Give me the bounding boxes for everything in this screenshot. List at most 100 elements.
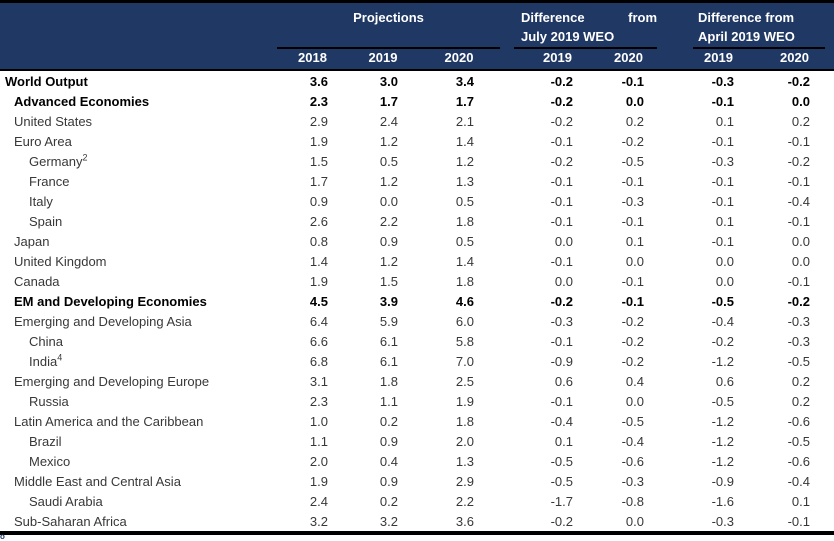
diff-july-underline: [514, 47, 657, 49]
diff-july-word-difference: Difference: [521, 10, 585, 25]
value-cell: 0.0: [554, 233, 573, 249]
year-header-april-2020: 2020: [780, 50, 809, 65]
value-cell: 2.3: [309, 393, 328, 409]
value-cell: -1.2: [711, 413, 734, 429]
value-cell: -0.1: [550, 173, 573, 189]
value-cell: 0.0: [791, 253, 810, 269]
value-cell: 1.2: [455, 153, 474, 169]
value-cell: 6.8: [309, 353, 328, 369]
value-cell: 1.0: [309, 413, 328, 429]
row-label: Germany2: [29, 152, 88, 169]
table-bottom-border: [0, 531, 834, 535]
table-row: Japan 0.8 0.9 0.5 0.0 0.1 -0.1 0.0: [0, 231, 834, 251]
value-cell: 0.0: [625, 253, 644, 269]
value-cell: -0.6: [787, 453, 810, 469]
value-cell: -0.1: [621, 213, 644, 229]
value-cell: 2.1: [455, 113, 474, 129]
value-cell: 1.7: [379, 93, 398, 109]
value-cell: 6.4: [309, 313, 328, 329]
value-cell: -0.2: [550, 513, 573, 529]
value-cell: -0.1: [621, 73, 644, 89]
row-label: France: [29, 173, 70, 189]
value-cell: 4.5: [309, 293, 328, 309]
value-cell: 3.1: [309, 373, 328, 389]
value-cell: -0.3: [621, 193, 644, 209]
value-cell: 2.0: [309, 453, 328, 469]
diff-april-line2: April 2019 WEO: [698, 29, 795, 44]
value-cell: -0.1: [787, 173, 810, 189]
value-cell: -0.2: [621, 333, 644, 349]
value-cell: -1.2: [711, 433, 734, 449]
value-cell: 1.4: [309, 253, 328, 269]
value-cell: 0.0: [791, 93, 810, 109]
value-cell: -1.6: [711, 493, 734, 509]
value-cell: 0.8: [309, 233, 328, 249]
diff-april-line1: Difference from: [698, 10, 795, 25]
table-row: Sub-Saharan Africa 3.2 3.2 3.6 -0.2 0.0 -0.3 -0…: [0, 511, 834, 531]
value-cell: -0.3: [711, 73, 734, 89]
value-cell: 5.9: [379, 313, 398, 329]
value-cell: -0.4: [787, 193, 810, 209]
value-cell: 0.5: [455, 193, 474, 209]
table-row: United Kingdom 1.4 1.2 1.4 -0.1 0.0 0.0 0.0: [0, 251, 834, 271]
value-cell: 6.6: [309, 333, 328, 349]
table-row: United States 2.9 2.4 2.1 -0.2 0.2 0.1 0.2: [0, 111, 834, 131]
row-label: Latin America and the Caribbean: [14, 413, 204, 429]
diff-july-word-from: from: [628, 10, 657, 25]
row-label: Saudi Arabia: [29, 493, 103, 509]
value-cell: 1.5: [309, 153, 328, 169]
value-cell: -0.1: [711, 173, 734, 189]
value-cell: 0.1: [715, 213, 734, 229]
row-label: Emerging and Developing Asia: [14, 313, 192, 329]
value-cell: -0.4: [550, 413, 573, 429]
value-cell: -0.2: [550, 73, 573, 89]
value-cell: -1.2: [711, 453, 734, 469]
table-row: EM and Developing Economies 4.5 3.9 4.6 -0.2…: [0, 291, 834, 311]
value-cell: -0.5: [621, 413, 644, 429]
table-row: Euro Area 1.9 1.2 1.4 -0.1 -0.2 -0.1 -0.1: [0, 131, 834, 151]
value-cell: 1.4: [455, 253, 474, 269]
value-cell: 0.5: [455, 233, 474, 249]
value-cell: -0.5: [711, 393, 734, 409]
value-cell: -0.1: [550, 193, 573, 209]
value-cell: -0.1: [711, 133, 734, 149]
value-cell: -0.1: [621, 173, 644, 189]
value-cell: 2.2: [455, 493, 474, 509]
value-cell: 0.1: [791, 493, 810, 509]
value-cell: 0.4: [379, 453, 398, 469]
table-row: Saudi Arabia 2.4 0.2 2.2 -1.7 -0.8 -1.6 0.1: [0, 491, 834, 511]
year-header-2018: 2018: [298, 50, 327, 65]
value-cell: -0.1: [787, 273, 810, 289]
row-label: Mexico: [29, 453, 71, 469]
value-cell: 0.2: [791, 393, 810, 409]
value-cell: -0.5: [787, 433, 810, 449]
value-cell: -0.1: [550, 253, 573, 269]
value-cell: 2.4: [309, 493, 328, 509]
table-body: World Output 3.6 3.0 3.4 -0.2 -0.1 -0.3 -0.2 Adv…: [0, 71, 834, 531]
value-cell: 1.1: [379, 393, 398, 409]
table-row: Italy 0.9 0.0 0.5 -0.1 -0.3 -0.1 -0.4: [0, 191, 834, 211]
value-cell: 4.6: [455, 293, 474, 309]
footnote-superscript: 4: [57, 352, 63, 363]
table-header: Projections Difference from July 2019 WE…: [0, 0, 834, 71]
row-label: Japan: [14, 233, 50, 249]
row-label: United Kingdom: [14, 253, 107, 269]
row-label: Emerging and Developing Europe: [14, 373, 210, 389]
diff-july-line2: July 2019 WEO: [521, 29, 615, 44]
value-cell: -0.3: [550, 313, 573, 329]
row-label: Canada: [14, 273, 60, 289]
value-cell: 0.0: [554, 273, 573, 289]
value-cell: -0.2: [550, 113, 573, 129]
value-cell: -0.3: [787, 313, 810, 329]
value-cell: -0.2: [621, 353, 644, 369]
value-cell: 3.6: [309, 73, 328, 89]
value-cell: -0.2: [787, 73, 810, 89]
value-cell: 1.2: [379, 173, 398, 189]
value-cell: -0.6: [621, 453, 644, 469]
value-cell: 0.0: [625, 393, 644, 409]
value-cell: 2.6: [309, 213, 328, 229]
value-cell: 2.9: [309, 113, 328, 129]
projections-group-label: Projections: [353, 10, 424, 25]
table-row: World Output 3.6 3.0 3.4 -0.2 -0.1 -0.3 -0.2: [0, 71, 834, 91]
diff-april-underline: [693, 47, 825, 49]
